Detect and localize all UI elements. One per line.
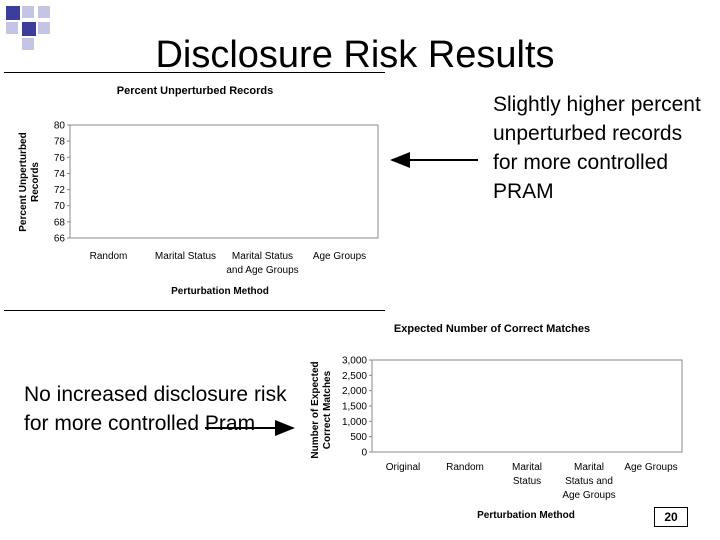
chart2-y-tick-label: 3,000	[342, 356, 367, 367]
chart1-y-tick-label: 72	[54, 185, 66, 196]
chart2-y-tick-label: 500	[350, 432, 367, 443]
chart1-ylabel-line: Percent Unperturbed	[18, 132, 29, 231]
chart2-title: Expected Number of Correct Matches	[394, 323, 590, 335]
chart1-y-tick-label: 80	[54, 121, 66, 132]
chart2-categories: Original Random Marital Status Marital Status…	[386, 462, 678, 501]
chart2-y-tick-label: 1,000	[342, 417, 367, 428]
chart2-category-label: Status	[513, 476, 541, 487]
chart1-category-label: and Age Groups	[226, 265, 298, 276]
chart1-category-label: Marital Status	[232, 251, 293, 262]
chart2-category-label: Age Groups	[624, 462, 677, 473]
deco-square	[6, 6, 20, 20]
chart2-ylabel: Number of Expected Correct Matches	[310, 361, 333, 458]
chart2-ylabel-line: Correct Matches	[322, 370, 333, 449]
deco-square	[6, 22, 18, 34]
chart1-category-label: Age Groups	[313, 251, 366, 262]
chart2-y-tick-label: 1,500	[342, 402, 367, 413]
chart2-category-label: Random	[446, 462, 484, 473]
deco-square	[22, 6, 34, 18]
chart1-category-label: Marital Status	[155, 251, 216, 262]
chart2-y-tick-label: 0	[361, 448, 367, 459]
chart1-ylabel: Percent Unperturbed Records	[18, 132, 41, 231]
chart2-y-tick-label: 2,500	[342, 371, 367, 382]
chart2-ylabel-line: Number of Expected	[310, 361, 321, 458]
deco-square	[38, 22, 50, 34]
chart1-y-tick-label: 78	[54, 137, 66, 148]
chart2-category-label: Marital	[512, 462, 542, 473]
chart2-plot-area	[371, 359, 683, 453]
chart2-xlabel: Perturbation Method	[477, 510, 575, 521]
deco-square	[38, 6, 50, 18]
chart1-y-tick-label: 68	[54, 217, 66, 228]
chart1-y-tick-label: 66	[54, 234, 66, 245]
chart2-y-tick-label: 2,000	[342, 386, 367, 397]
section-divider	[4, 310, 385, 311]
page-number: 20	[654, 507, 688, 527]
chart1-y-tick-label: 74	[54, 169, 66, 180]
chart2-category-label: Age Groups	[562, 490, 615, 501]
chart1-plot-area	[69, 124, 379, 239]
callout-top: Slightly higher percent unperturbed reco…	[493, 93, 701, 203]
chart1-categories: Random Marital Status Marital Status and Ag…	[90, 251, 367, 276]
chart2-category-label: Marital	[574, 462, 604, 473]
chart1-y-tick-label: 70	[54, 201, 66, 212]
chart1-ylabel-line: Records	[30, 162, 41, 202]
slide-title: Disclosure Risk Results	[155, 34, 555, 76]
chart1-y-tick-label: 76	[54, 153, 66, 164]
callout-bottom: No increased disclosure risk for more co…	[24, 383, 287, 435]
chart2-category-label: Original	[386, 462, 420, 473]
chart2-category-label: Status and	[565, 476, 613, 487]
deco-square	[22, 38, 34, 50]
chart1-category-label: Random	[90, 251, 128, 262]
chart1-title: Percent Unperturbed Records	[117, 85, 273, 97]
chart1-xlabel: Perturbation Method	[171, 286, 269, 297]
deco-square	[22, 22, 36, 36]
title-divider	[4, 72, 385, 73]
chart2-y-ticks: 0 500 1,000 1,500 2,000 2,500 3,000	[342, 356, 372, 459]
